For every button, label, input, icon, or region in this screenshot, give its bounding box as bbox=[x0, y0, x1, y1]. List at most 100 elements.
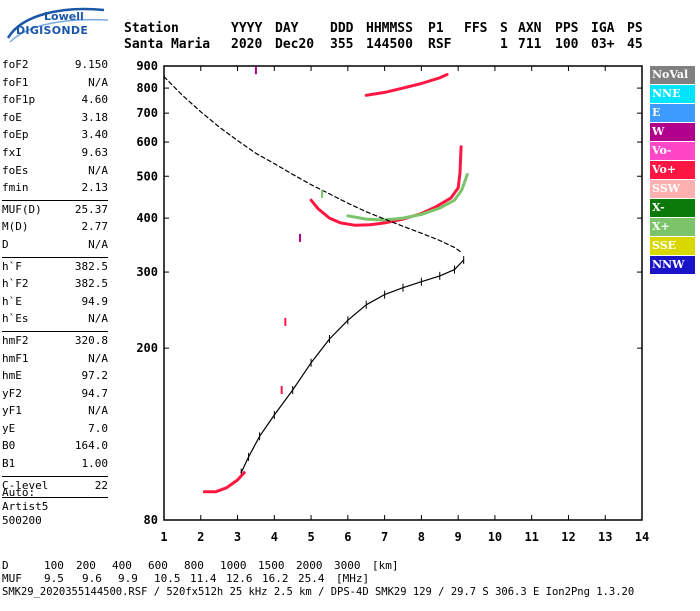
scaled-parameters-panel: foF2 9.150 foF1 N/A foF1p 4.60 foE 3.18 foEp 3.40… bbox=[2, 58, 108, 500]
plot-traces bbox=[163, 66, 469, 494]
param-key: foF1p bbox=[2, 93, 36, 107]
y-tick-label: 300 bbox=[136, 265, 158, 279]
autoscaling-info: Auto: Artist5 500200 bbox=[2, 486, 48, 528]
footer-d-value: 200 bbox=[76, 559, 96, 572]
param-row: D N/A bbox=[2, 238, 108, 256]
param-row: fxI 9.63 bbox=[2, 146, 108, 164]
legend-item: SSW bbox=[650, 180, 695, 198]
legend-item: NNW bbox=[650, 256, 695, 274]
legend-item: Vo- bbox=[650, 142, 695, 160]
plot-axes bbox=[163, 65, 643, 521]
footer-muf-value: 12.6 bbox=[226, 572, 253, 585]
params-separator bbox=[2, 330, 108, 332]
x-tick-label: 10 bbox=[488, 530, 502, 544]
header-label-ddd: DDD bbox=[330, 21, 354, 36]
param-value: N/A bbox=[88, 351, 108, 365]
legend-item: E bbox=[650, 104, 695, 122]
param-row: foF2 9.150 bbox=[2, 58, 108, 76]
header-label-s: S bbox=[500, 21, 508, 36]
legend-item: X+ bbox=[650, 218, 695, 236]
footer-muf-value: 9.9 bbox=[118, 572, 138, 585]
param-value: 3.40 bbox=[81, 128, 109, 142]
param-row: hmE 97.2 bbox=[2, 369, 108, 387]
header-label-day: DAY bbox=[275, 21, 299, 36]
x-tick-label: 9 bbox=[455, 530, 462, 544]
param-value: 2.77 bbox=[81, 220, 109, 234]
x-tick-label: 11 bbox=[524, 530, 538, 544]
header-value-axn: 711 bbox=[518, 37, 542, 52]
x-tick-label: 3 bbox=[234, 530, 241, 544]
param-value: 94.7 bbox=[81, 386, 109, 400]
param-value: N/A bbox=[88, 75, 108, 89]
trace-series-4 bbox=[163, 76, 463, 254]
y-tick-label: 800 bbox=[136, 81, 158, 95]
x-tick-label: 4 bbox=[271, 530, 278, 544]
param-value: N/A bbox=[88, 237, 108, 251]
trace-series-2 bbox=[364, 73, 449, 97]
scatter-point bbox=[321, 189, 324, 198]
logo-line-1: Lowell bbox=[44, 10, 84, 23]
param-value: 382.5 bbox=[74, 277, 108, 291]
param-value: 382.5 bbox=[74, 259, 108, 273]
header-label-station: Station bbox=[124, 21, 179, 36]
params-separator bbox=[2, 475, 108, 477]
scatter-point bbox=[284, 317, 287, 326]
param-key: h`F bbox=[2, 259, 22, 273]
param-key: h`Es bbox=[2, 312, 29, 326]
param-key: M(D) bbox=[2, 220, 29, 234]
plot-tick-labels: 1 2 3 4 5 6 7 8 9 10 11 12 13 14802003004005006007008… bbox=[136, 59, 649, 544]
param-value: 9.150 bbox=[74, 58, 108, 71]
auto-version: 500200 bbox=[2, 514, 42, 527]
x-tick-label: 13 bbox=[598, 530, 612, 544]
param-value: 25.37 bbox=[74, 202, 108, 216]
param-key: hmF2 bbox=[2, 333, 29, 347]
header-label-iga: IGA bbox=[591, 21, 615, 36]
y-tick-label: 700 bbox=[136, 106, 158, 120]
param-key: yE bbox=[2, 421, 16, 435]
params-separator bbox=[2, 199, 108, 201]
param-row: h`Es N/A bbox=[2, 312, 108, 330]
param-key: D bbox=[2, 237, 9, 251]
param-value: 4.60 bbox=[81, 93, 109, 107]
param-row: h`E 94.9 bbox=[2, 295, 108, 313]
footer-muf-value: [MHz] bbox=[336, 572, 370, 585]
param-row: B1 1.00 bbox=[2, 457, 108, 475]
footer-d-value: 600 bbox=[148, 559, 168, 572]
legend-item: NoVal bbox=[650, 66, 695, 84]
param-key: foEp bbox=[2, 128, 29, 142]
footer-d-value: 800 bbox=[184, 559, 204, 572]
trace-series-0 bbox=[309, 145, 463, 227]
footer-muf-value: 9.5 bbox=[44, 572, 64, 585]
param-key: B1 bbox=[2, 457, 16, 471]
param-row: yF2 94.7 bbox=[2, 387, 108, 405]
x-tick-label: 8 bbox=[418, 530, 425, 544]
param-row: yF1 N/A bbox=[2, 404, 108, 422]
legend-item: NNE bbox=[650, 85, 695, 103]
param-value: 7.0 bbox=[88, 421, 108, 435]
param-row: MUF(D) 25.37 bbox=[2, 203, 108, 221]
footer-d-value: 1500 bbox=[258, 559, 285, 572]
param-value: N/A bbox=[88, 404, 108, 418]
legend-item: W bbox=[650, 123, 695, 141]
plot-frame bbox=[163, 65, 643, 521]
param-key: fmin bbox=[2, 181, 29, 195]
param-value: 94.9 bbox=[81, 294, 109, 308]
param-row: foE 3.18 bbox=[2, 111, 108, 129]
footer-d-value: 2000 bbox=[296, 559, 323, 572]
logo-line-2: DIGISONDE bbox=[16, 24, 89, 37]
footer-d-value: 1000 bbox=[220, 559, 247, 572]
y-tick-label: 900 bbox=[136, 59, 158, 73]
header-value-ps: 45 bbox=[627, 37, 643, 52]
param-row: foEp 3.40 bbox=[2, 128, 108, 146]
param-value: 3.18 bbox=[81, 110, 109, 124]
param-key: foEs bbox=[2, 163, 29, 177]
footer-muf-row: MUF 9.5 9.6 9.9 10.5 11.4 12.6 16.2 25.4 [MHz] bbox=[2, 572, 369, 611]
param-row: hmF1 N/A bbox=[2, 352, 108, 370]
header-value-year: 2020 bbox=[231, 37, 263, 52]
param-key: foE bbox=[2, 110, 22, 124]
param-row: h`F2 382.5 bbox=[2, 277, 108, 295]
param-row: foF1p 4.60 bbox=[2, 93, 108, 111]
header-label-ffs: FFS bbox=[464, 21, 488, 36]
footer-d-value: 400 bbox=[112, 559, 132, 572]
param-key: yF2 bbox=[2, 386, 22, 400]
